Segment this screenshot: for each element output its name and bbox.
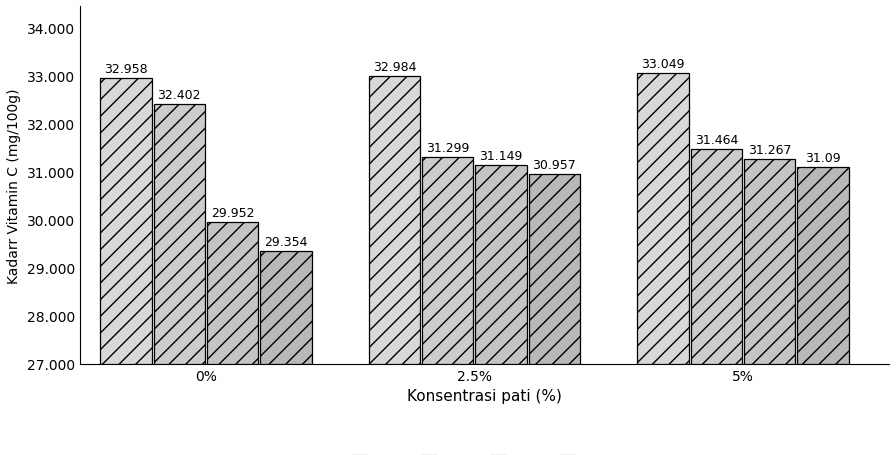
- Legend: 0hari, 3hari, 6hari, 9hari: 0hari, 3hari, 6hari, 9hari: [346, 450, 623, 455]
- Bar: [207, 222, 258, 364]
- Text: 33.049: 33.049: [642, 58, 685, 71]
- Text: 29.952: 29.952: [211, 207, 254, 220]
- Text: 32.984: 32.984: [373, 61, 417, 74]
- Bar: [260, 251, 312, 364]
- Text: 31.299: 31.299: [426, 142, 470, 155]
- Y-axis label: Kadarr Vitamin C (mg/100g): Kadarr Vitamin C (mg/100g): [7, 88, 21, 283]
- Bar: [422, 158, 473, 364]
- Bar: [476, 165, 527, 364]
- Text: 29.354: 29.354: [264, 235, 307, 248]
- Bar: [637, 74, 689, 364]
- Text: 31.09: 31.09: [806, 152, 840, 165]
- Bar: [797, 168, 849, 364]
- Bar: [369, 77, 420, 364]
- Text: 31.149: 31.149: [479, 149, 522, 162]
- Text: 31.267: 31.267: [748, 144, 791, 157]
- Bar: [691, 150, 742, 364]
- Bar: [744, 160, 796, 364]
- Bar: [529, 174, 580, 364]
- Bar: [153, 105, 205, 364]
- Text: 32.958: 32.958: [104, 63, 148, 76]
- Bar: [100, 78, 151, 364]
- Text: 31.464: 31.464: [694, 134, 738, 147]
- X-axis label: Konsentrasi pati (%): Konsentrasi pati (%): [407, 389, 562, 403]
- Text: 30.957: 30.957: [532, 158, 576, 172]
- Text: 32.402: 32.402: [158, 89, 201, 102]
